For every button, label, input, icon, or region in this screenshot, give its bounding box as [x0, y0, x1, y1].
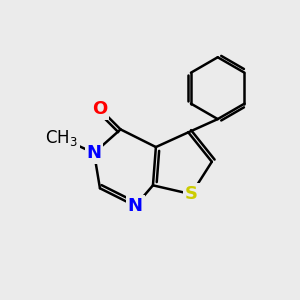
Text: CH$_3$: CH$_3$ — [45, 128, 78, 148]
Text: S: S — [185, 185, 198, 203]
Text: N: N — [128, 197, 143, 215]
Text: O: O — [92, 100, 108, 118]
Text: N: N — [87, 144, 102, 162]
